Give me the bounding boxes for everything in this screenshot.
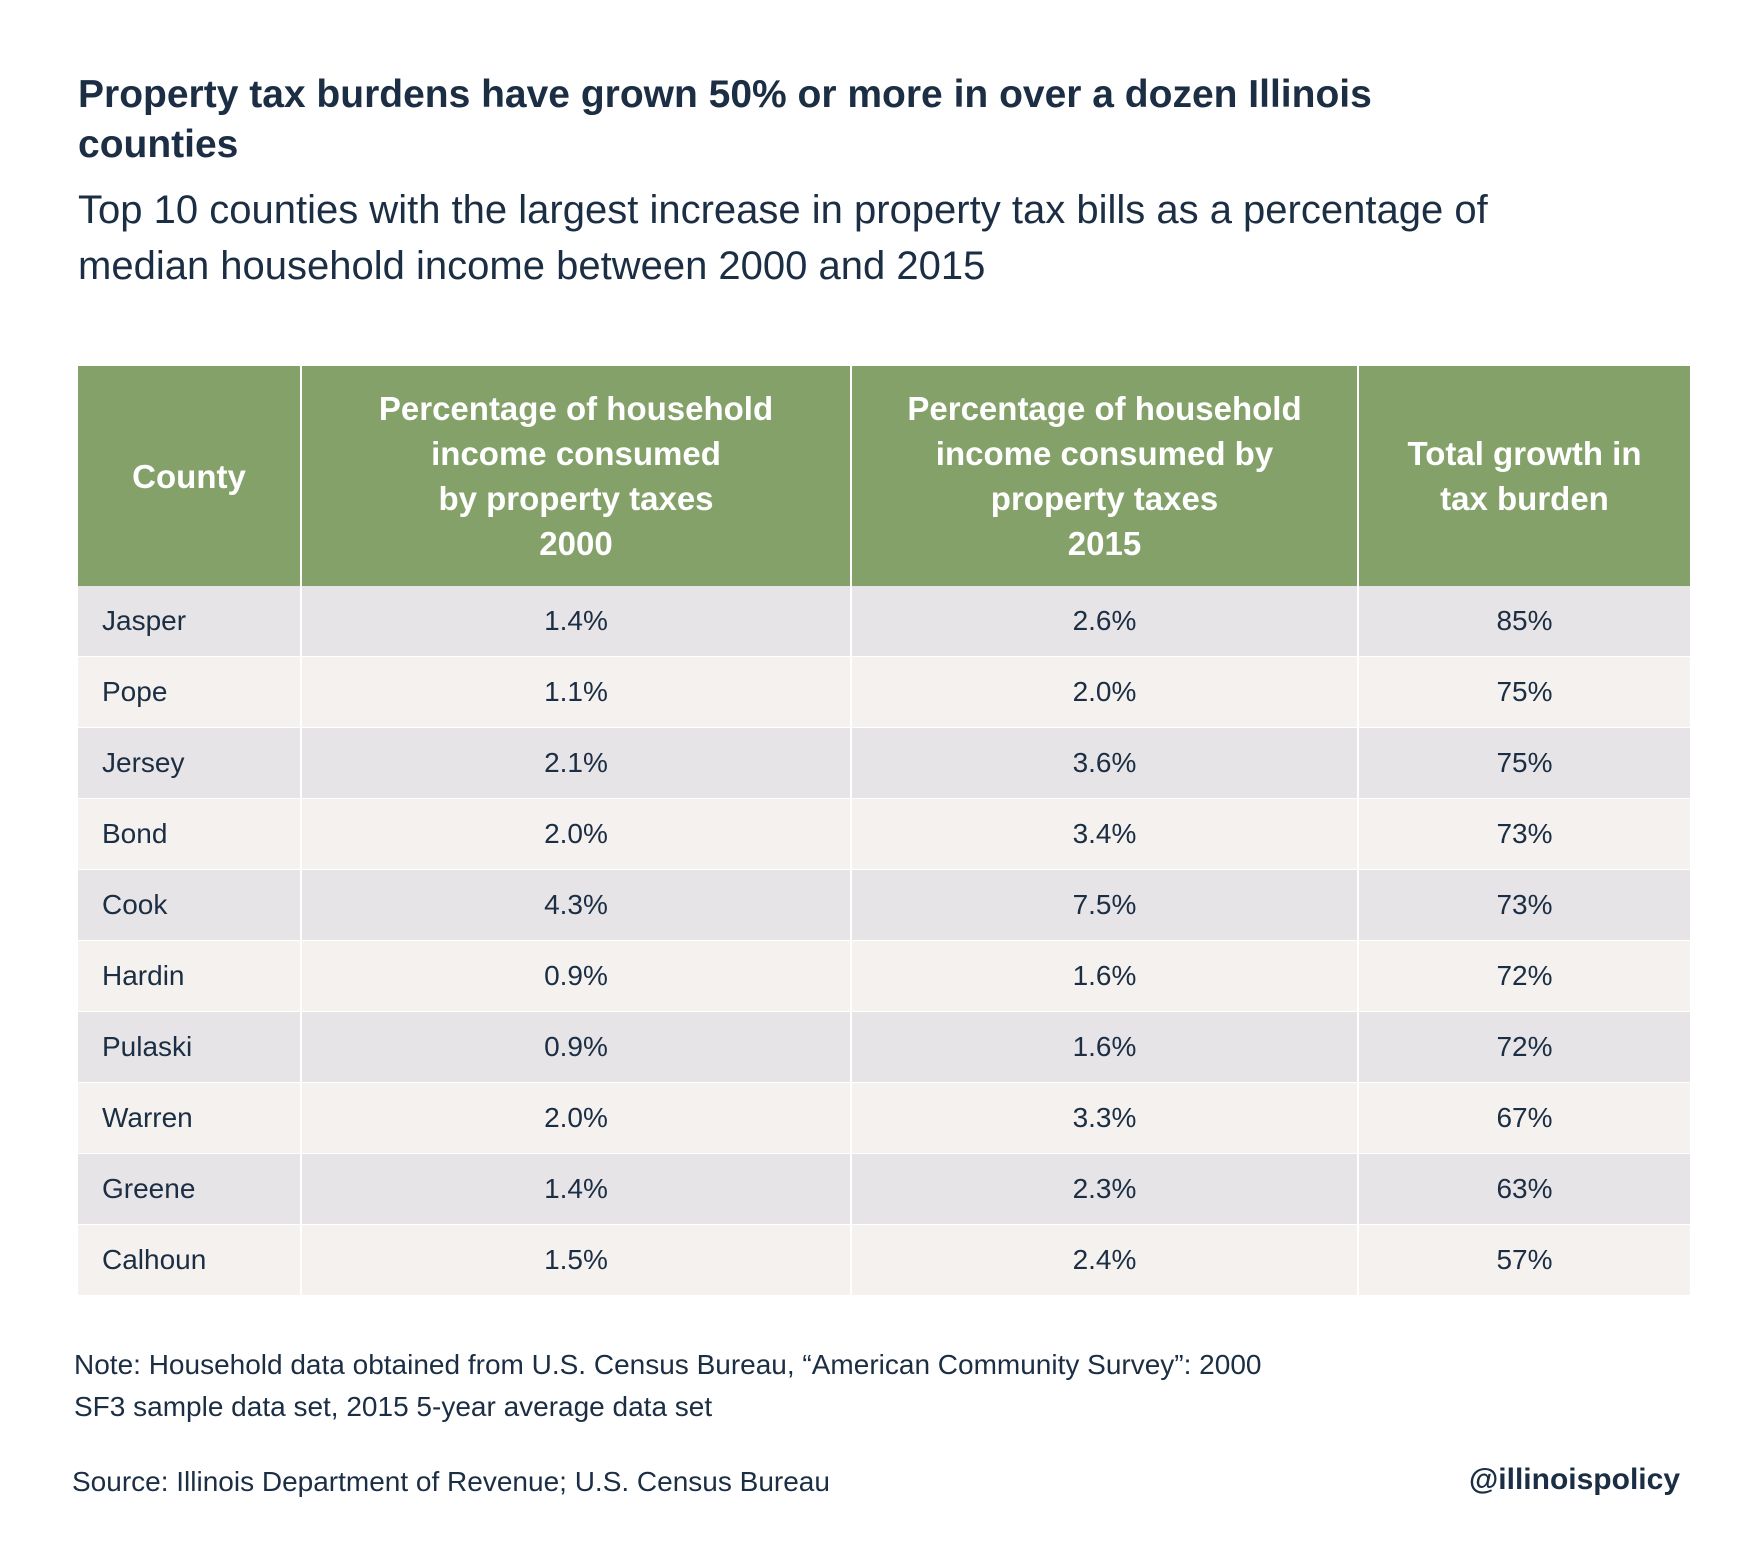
county-cell: Warren (78, 1082, 302, 1154)
value-cell: 1.6% (851, 1011, 1359, 1083)
value-cell: 2.0% (851, 656, 1359, 728)
value-cell: 73% (1358, 798, 1690, 870)
table-row: Cook 4.3% 7.5% 73% (78, 869, 1690, 941)
table-row: Pulaski 0.9% 1.6% 72% (78, 1011, 1690, 1083)
county-cell: Cook (78, 869, 302, 941)
value-cell: 1.4% (301, 586, 852, 657)
value-cell: 57% (1358, 1224, 1690, 1296)
value-cell: 2.4% (851, 1224, 1359, 1296)
county-cell: Pulaski (78, 1011, 302, 1083)
value-cell: 1.4% (301, 1153, 852, 1225)
value-cell: 2.6% (851, 586, 1359, 657)
table-row: Hardin 0.9% 1.6% 72% (78, 940, 1690, 1012)
county-cell: Calhoun (78, 1224, 302, 1296)
value-cell: 4.3% (301, 869, 852, 941)
chart-subtitle: Top 10 counties with the largest increas… (78, 188, 1488, 288)
column-header: County (78, 366, 302, 586)
value-cell: 2.1% (301, 727, 852, 799)
value-cell: 0.9% (301, 940, 852, 1012)
value-cell: 3.3% (851, 1082, 1359, 1154)
data-table: County Percentage of household income con… (78, 366, 1690, 1296)
county-cell: Jasper (78, 586, 302, 657)
table-row: Warren 2.0% 3.3% 67% (78, 1082, 1690, 1154)
value-cell: 75% (1358, 656, 1690, 728)
value-cell: 72% (1358, 1011, 1690, 1083)
value-cell: 3.4% (851, 798, 1359, 870)
value-cell: 7.5% (851, 869, 1359, 941)
table-header-row: County Percentage of household income con… (78, 366, 1690, 586)
value-cell: 1.1% (301, 656, 852, 728)
source-line: Source: Illinois Department of Revenue; … (72, 1466, 830, 1497)
value-cell: 1.5% (301, 1224, 852, 1296)
value-cell: 2.0% (301, 798, 852, 870)
county-cell: Bond (78, 798, 302, 870)
value-cell: 72% (1358, 940, 1690, 1012)
column-header: Total growth in tax burden (1358, 366, 1690, 586)
county-cell: Hardin (78, 940, 302, 1012)
value-cell: 0.9% (301, 1011, 852, 1083)
county-cell: Pope (78, 656, 302, 728)
chart-title: Property tax burdens have grown 50% or m… (78, 73, 1372, 166)
value-cell: 2.3% (851, 1153, 1359, 1225)
footnote: Note: Household data obtained from U.S. … (74, 1349, 1262, 1422)
table-row: Pope 1.1% 2.0% 75% (78, 656, 1690, 728)
value-cell: 63% (1358, 1153, 1690, 1225)
table-row: Calhoun 1.5% 2.4% 57% (78, 1224, 1690, 1296)
value-cell: 75% (1358, 727, 1690, 799)
social-handle: @illinoispolicy (1469, 1463, 1680, 1496)
value-cell: 67% (1358, 1082, 1690, 1154)
value-cell: 73% (1358, 869, 1690, 941)
column-header: Percentage of household income consumed by… (301, 366, 852, 586)
value-cell: 2.0% (301, 1082, 852, 1154)
value-cell: 3.6% (851, 727, 1359, 799)
county-cell: Jersey (78, 727, 302, 799)
table-row: Jersey 2.1% 3.6% 75% (78, 727, 1690, 799)
table-row: Bond 2.0% 3.4% 73% (78, 798, 1690, 870)
column-header: Percentage of household income consumed b… (851, 366, 1359, 586)
value-cell: 1.6% (851, 940, 1359, 1012)
table-row: Greene 1.4% 2.3% 63% (78, 1153, 1690, 1225)
table-body: Jasper 1.4% 2.6% 85% Pope 1.1% 2.0% 75% Jersey 2.… (78, 586, 1690, 1296)
county-cell: Greene (78, 1153, 302, 1225)
table-row: Jasper 1.4% 2.6% 85% (78, 586, 1690, 657)
value-cell: 85% (1358, 586, 1690, 657)
